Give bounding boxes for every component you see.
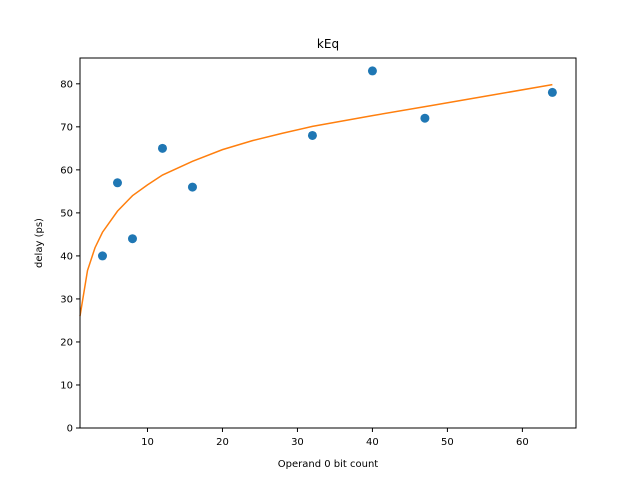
plot-area-frame: [79, 57, 577, 429]
x-tick-label: 30: [291, 437, 304, 448]
data-point-7: [420, 113, 430, 123]
x-tick-label: 60: [516, 437, 529, 448]
data-point-2: [127, 234, 137, 244]
data-point-8: [547, 87, 557, 97]
fit-curve: [79, 83, 553, 317]
data-point-0: [97, 251, 107, 261]
y-tick-label: 70: [60, 122, 73, 133]
y-tick-label: 40: [60, 251, 73, 262]
x-tick-label: 10: [141, 437, 154, 448]
x-tick-label: 50: [441, 437, 454, 448]
y-tick-label: 20: [60, 337, 73, 348]
y-axis-title: delay (ps): [34, 218, 45, 268]
y-tick-label: 80: [60, 79, 73, 90]
scatter-points-layer: [97, 66, 557, 261]
x-tick-label: 20: [216, 437, 229, 448]
y-tick-label: 30: [60, 294, 73, 305]
chart-title: kEq: [317, 37, 339, 51]
data-point-6: [367, 66, 377, 76]
data-point-3: [157, 143, 167, 153]
y-tick-label: 10: [60, 380, 73, 391]
y-axis-ticks: 0 10 20 30 40 50 60 70 80: [60, 79, 80, 435]
x-tick-label: 40: [366, 437, 379, 448]
y-tick-label: 0: [67, 424, 73, 435]
x-axis-ticks: 10 20 30 40 50 60: [141, 428, 529, 448]
data-point-5: [307, 130, 317, 140]
data-point-1: [112, 178, 122, 188]
fit-curve-layer: [79, 83, 553, 317]
data-point-4: [187, 182, 197, 192]
x-axis-title: Operand 0 bit count: [278, 459, 379, 470]
y-tick-label: 50: [60, 208, 73, 219]
y-tick-label: 60: [60, 165, 73, 176]
